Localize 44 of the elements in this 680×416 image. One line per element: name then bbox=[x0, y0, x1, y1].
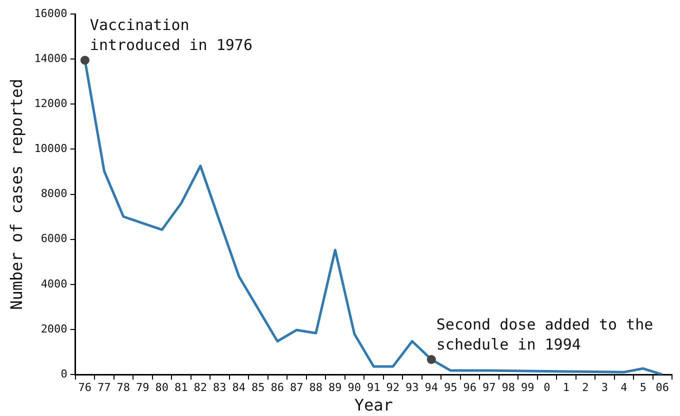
x-tick-label: 95 bbox=[444, 381, 458, 394]
x-tick-label: 86 bbox=[270, 381, 284, 394]
x-tick-label: 88 bbox=[309, 381, 323, 394]
x-tick-label: 87 bbox=[290, 381, 304, 394]
x-tick-label: 06 bbox=[656, 381, 669, 394]
x-tick-label: 91 bbox=[367, 381, 380, 394]
x-tick-label: 79 bbox=[136, 381, 150, 394]
x-tick-label: 77 bbox=[98, 381, 111, 394]
x-tick-label: 90 bbox=[348, 381, 362, 394]
x-tick-label: 89 bbox=[328, 381, 342, 394]
x-tick-label: 94 bbox=[424, 381, 438, 394]
x-tick-label: 1 bbox=[562, 381, 570, 394]
annotation: Vaccination introduced in 1976 bbox=[90, 16, 252, 54]
x-tick-label: 98 bbox=[502, 381, 516, 394]
x-tick-label: 4 bbox=[620, 381, 628, 394]
y-tick-label: 14000 bbox=[34, 52, 68, 65]
x-tick-label: 84 bbox=[232, 381, 246, 394]
x-tick-label: 81 bbox=[174, 381, 188, 394]
y-tick-label: 16000 bbox=[34, 6, 68, 20]
x-tick-label: 2 bbox=[582, 381, 589, 394]
x-tick-label: 93 bbox=[406, 381, 419, 394]
annotation: Second dose added to the schedule in 1994 bbox=[436, 316, 654, 354]
x-tick-label: 3 bbox=[601, 381, 608, 394]
y-axis-title: Number of cases reported bbox=[6, 78, 26, 310]
x-tick-label: 83 bbox=[213, 381, 226, 394]
x-tick-label: 76 bbox=[78, 381, 92, 394]
x-tick-label: 92 bbox=[386, 381, 400, 394]
y-tick-label: 0 bbox=[60, 367, 68, 380]
x-tick-label: 96 bbox=[463, 381, 477, 394]
y-tick-label: 10000 bbox=[34, 142, 68, 156]
x-tick-label: 82 bbox=[194, 381, 208, 394]
y-tick-label: 12000 bbox=[34, 97, 68, 110]
y-tick-label: 2000 bbox=[40, 322, 68, 336]
x-tick-label: 80 bbox=[155, 381, 169, 394]
y-tick-label: 6000 bbox=[40, 232, 68, 246]
x-tick-label: 97 bbox=[482, 381, 496, 394]
x-axis-title: Year bbox=[354, 396, 394, 415]
x-tick-label: 85 bbox=[252, 381, 265, 394]
y-tick-label: 8000 bbox=[40, 187, 68, 200]
y-tick-label: 4000 bbox=[40, 277, 68, 290]
x-tick-label: 99 bbox=[521, 381, 534, 394]
x-tick-label: 0 bbox=[544, 381, 550, 394]
x-tick-label: 78 bbox=[116, 381, 130, 394]
x-tick-label: 5 bbox=[640, 381, 646, 394]
